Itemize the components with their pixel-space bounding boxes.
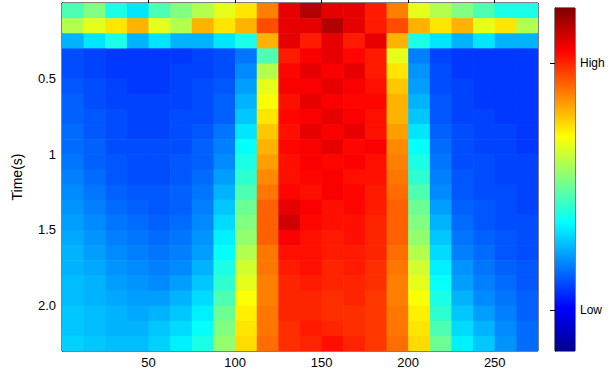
svg-text:150: 150 (311, 355, 333, 370)
svg-text:High: High (580, 56, 605, 70)
svg-text:250: 250 (484, 355, 506, 370)
svg-text:Low: Low (580, 303, 602, 317)
svg-text:1: 1 (49, 147, 56, 162)
svg-text:0.5: 0.5 (38, 71, 56, 86)
svg-text:1.5: 1.5 (38, 222, 56, 237)
svg-text:100: 100 (224, 355, 246, 370)
svg-text:200: 200 (397, 355, 419, 370)
svg-text:50: 50 (141, 355, 155, 370)
svg-text:2.0: 2.0 (38, 298, 56, 313)
svg-text:Time(s): Time(s) (9, 154, 25, 201)
